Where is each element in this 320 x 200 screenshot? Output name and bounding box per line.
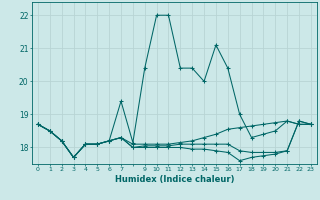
X-axis label: Humidex (Indice chaleur): Humidex (Indice chaleur)	[115, 175, 234, 184]
